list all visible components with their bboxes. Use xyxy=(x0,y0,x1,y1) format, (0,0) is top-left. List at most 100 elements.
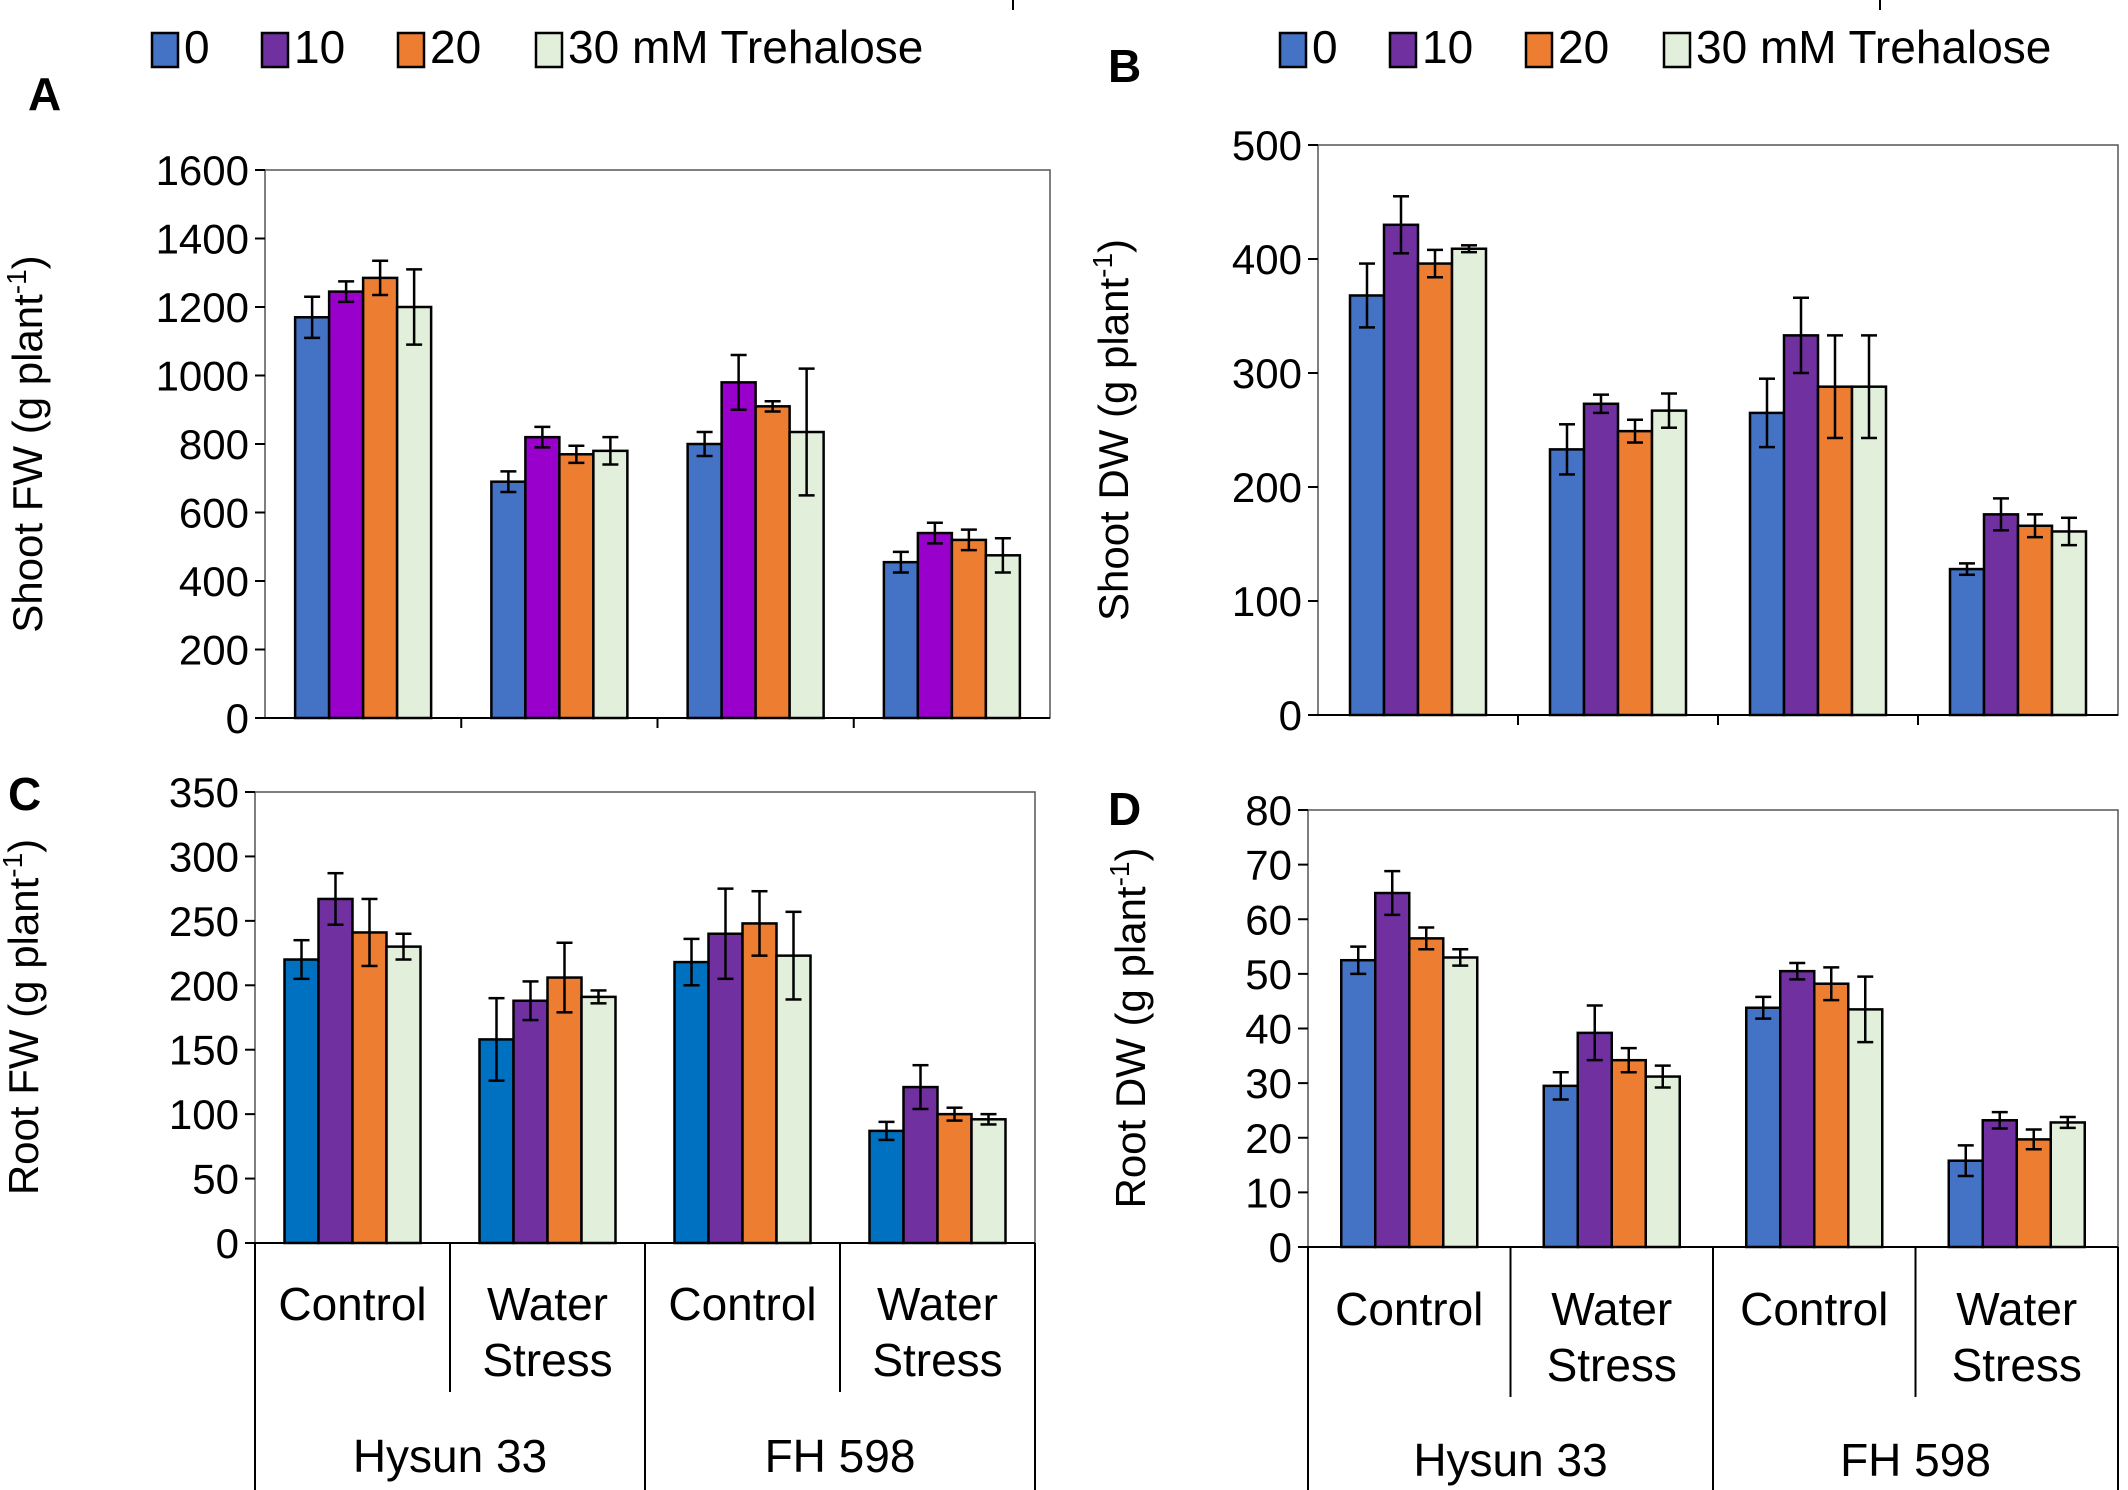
genotype-label: Hysun 33 xyxy=(1413,1434,1607,1486)
bar xyxy=(707,932,744,1245)
bar xyxy=(1644,1075,1681,1249)
y-tick-label: 1400 xyxy=(156,216,249,263)
legend-label-2: 20 xyxy=(1558,21,1609,73)
legend-swatch-1 xyxy=(260,31,290,69)
bar xyxy=(1982,513,2020,717)
condition-label: Control xyxy=(1740,1283,1888,1335)
bar xyxy=(1450,247,1488,717)
y-tick-label: 200 xyxy=(179,627,249,674)
y-axis-label: Root FW (g plant-1) xyxy=(0,839,47,1195)
bar xyxy=(317,897,354,1245)
bar xyxy=(327,290,365,720)
condition-label: Water Stress xyxy=(1547,1283,1677,1391)
bar xyxy=(580,995,617,1245)
legend-swatch-1 xyxy=(1388,31,1418,69)
bar xyxy=(1542,1084,1579,1249)
y-tick-label: 250 xyxy=(169,898,239,945)
y-tick-label: 30 xyxy=(1245,1060,1292,1107)
bar xyxy=(1779,969,1816,1249)
bar xyxy=(984,554,1022,720)
bar xyxy=(1616,429,1654,717)
y-tick-label: 100 xyxy=(169,1091,239,1138)
bar xyxy=(385,945,422,1245)
bar xyxy=(1408,937,1445,1249)
panel-label-c: C xyxy=(8,768,41,820)
y-tick-label: 0 xyxy=(1269,1224,1292,1271)
legend-label-2: 20 xyxy=(430,21,481,73)
y-tick-label: 0 xyxy=(226,695,249,742)
bar xyxy=(1813,982,1850,1249)
y-tick-label: 300 xyxy=(169,833,239,880)
y-tick-label: 300 xyxy=(1232,350,1302,397)
bar xyxy=(1582,402,1620,717)
legend-left: 0 10 20 30 mM Trehalose xyxy=(150,21,923,73)
bar xyxy=(351,931,388,1245)
y-axis-label: Root DW (g plant-1) xyxy=(1104,847,1154,1208)
genotype-label: FH 598 xyxy=(1840,1434,1991,1486)
bar xyxy=(741,922,778,1245)
bar xyxy=(868,1129,905,1245)
bar xyxy=(283,958,320,1245)
y-tick-label: 50 xyxy=(1245,951,1292,998)
y-tick-label: 200 xyxy=(169,962,239,1009)
bar xyxy=(686,442,723,720)
bar xyxy=(1548,448,1586,717)
legend-label-1: 10 xyxy=(1422,21,1473,73)
bar xyxy=(1745,1006,1782,1249)
legend-swatch-2 xyxy=(396,31,426,69)
bar xyxy=(1650,409,1688,717)
condition-label: Control xyxy=(668,1278,816,1330)
bar xyxy=(293,316,331,720)
y-tick-label: 150 xyxy=(169,1027,239,1074)
bar xyxy=(1610,1058,1647,1249)
bar xyxy=(882,560,920,720)
panel-label-a: A xyxy=(28,68,61,120)
bar xyxy=(1340,958,1377,1249)
condition-label: Water Stress xyxy=(482,1278,612,1386)
bar xyxy=(1382,223,1420,717)
y-tick-label: 20 xyxy=(1245,1115,1292,1162)
legend-right: 0 10 20 30 mM Trehalose xyxy=(1278,21,2051,73)
y-tick-label: 1000 xyxy=(156,353,249,400)
bar xyxy=(2049,1121,2086,1249)
y-tick-label: 600 xyxy=(179,490,249,537)
legend-label-0: 0 xyxy=(184,21,210,73)
y-tick-label: 500 xyxy=(1232,122,1302,169)
legend-label-3: 30 mM Trehalose xyxy=(1696,21,2051,73)
condition-label: Control xyxy=(278,1278,426,1330)
y-tick-label: 800 xyxy=(179,421,249,468)
panel-label-b: B xyxy=(1108,40,1141,92)
bar xyxy=(2016,524,2054,717)
y-tick-label: 1600 xyxy=(156,147,249,194)
y-tick-label: 10 xyxy=(1245,1169,1292,1216)
condition-label: Water Stress xyxy=(872,1278,1002,1386)
y-tick-label: 350 xyxy=(169,769,239,816)
bar xyxy=(1748,411,1786,717)
bar xyxy=(936,1112,973,1245)
bar xyxy=(1782,334,1820,717)
legend-swatch-2 xyxy=(1524,31,1554,69)
legend-label-3: 30 mM Trehalose xyxy=(568,21,923,73)
bar xyxy=(1981,1119,2018,1249)
y-tick-label: 400 xyxy=(179,558,249,605)
bar xyxy=(1442,956,1479,1249)
panel-label-d: D xyxy=(1108,783,1141,835)
chart-d: 0 10 20 30 40 50 60 70 80 Root DW (g plant-1) xyxy=(1104,787,2119,1271)
y-axis-label: Shoot FW (g plant-1) xyxy=(1,255,51,632)
bar xyxy=(1416,262,1454,717)
legend-swatch-0 xyxy=(150,31,180,69)
condition-label: Control xyxy=(1335,1283,1483,1335)
y-tick-label: 400 xyxy=(1232,236,1302,283)
bar xyxy=(361,276,399,720)
chart-a: 0 200 400 600 800 1000 1200 1400 1600 Shoot FW (g… xyxy=(1,147,1051,742)
bar xyxy=(2015,1138,2052,1249)
bar xyxy=(1576,1031,1613,1249)
bar xyxy=(524,435,561,720)
legend-label-0: 0 xyxy=(1312,21,1338,73)
category-axis-right: Control Water Stress Control Water Stress Hysu… xyxy=(1307,1247,2119,1490)
y-axis-label: Shoot DW (g plant-1) xyxy=(1087,239,1137,621)
category-axis-left: Control Water Stress Control Water Stress Hysu… xyxy=(254,1243,1036,1490)
bar xyxy=(902,1085,939,1245)
y-tick-label: 0 xyxy=(216,1220,239,1267)
